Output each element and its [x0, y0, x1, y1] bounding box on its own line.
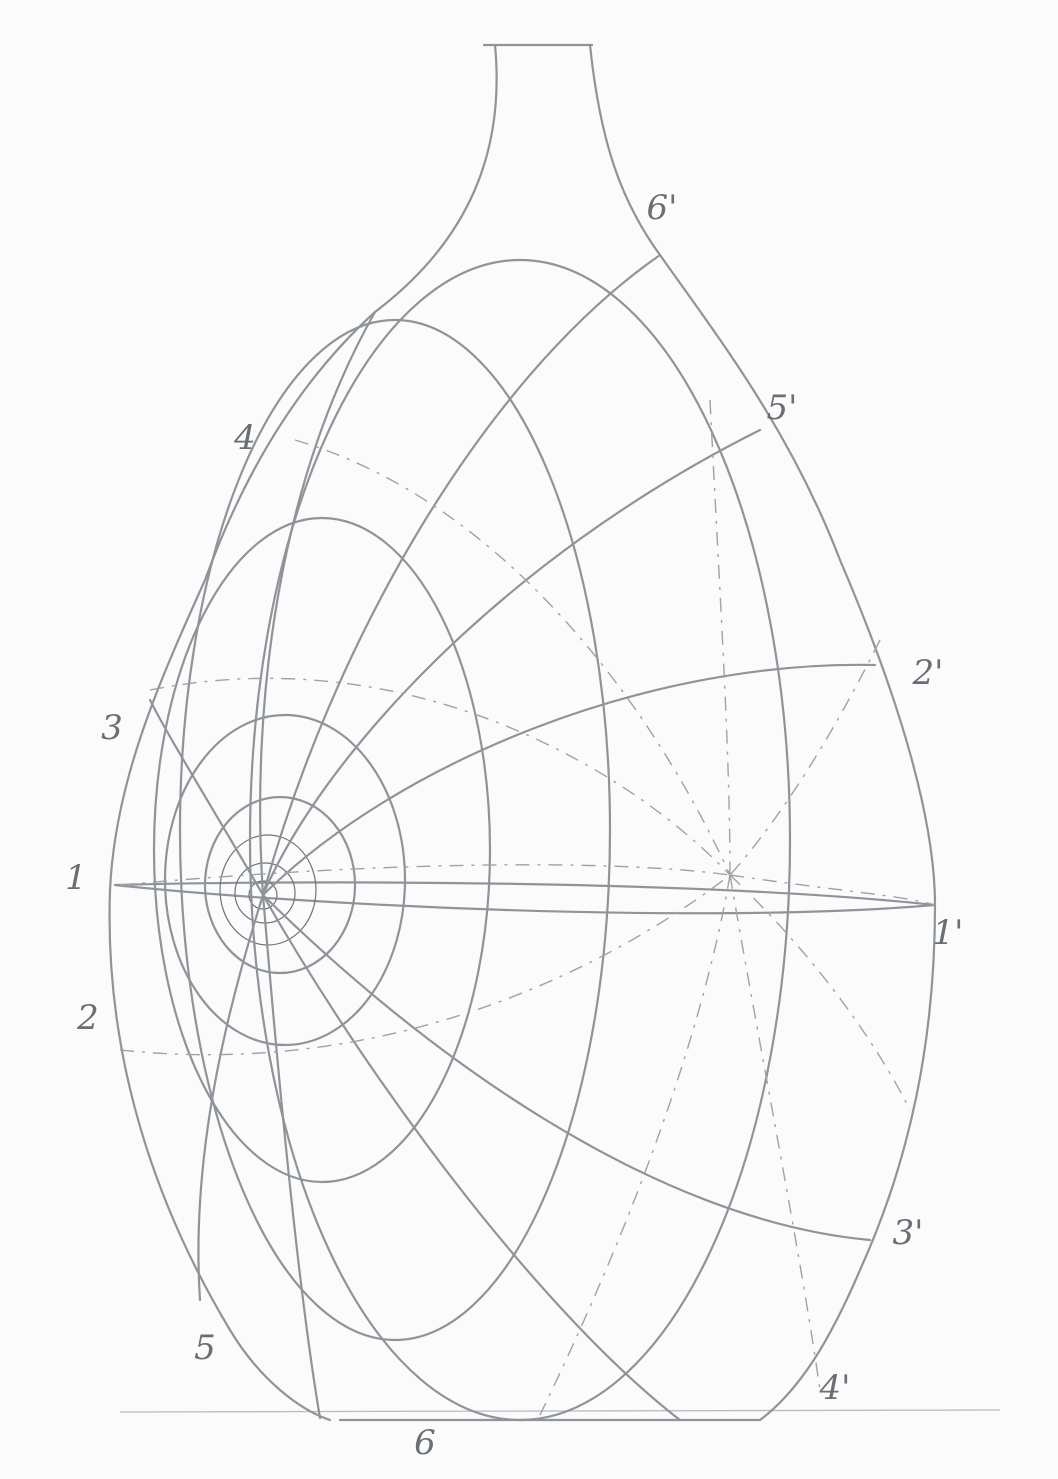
vase-left-outline — [108, 43, 498, 1422]
hidden-line — [294, 439, 731, 876]
ring — [203, 795, 357, 975]
pole-rings — [152, 258, 792, 1422]
meridian — [261, 428, 762, 897]
label: 1 — [65, 858, 87, 898]
ring — [152, 516, 492, 1184]
hidden-line — [729, 639, 881, 876]
label: 4 — [233, 418, 256, 458]
meridian — [261, 893, 682, 1422]
meridian — [261, 893, 322, 1420]
label: 2 — [76, 998, 99, 1038]
label: 2' — [912, 653, 944, 693]
hidden-line — [729, 874, 936, 906]
vase-right-outline — [588, 43, 937, 1422]
meridians — [148, 253, 877, 1422]
meridian — [148, 698, 265, 897]
hidden-line — [709, 399, 731, 876]
ground-line — [119, 1409, 1001, 1413]
hidden-line — [729, 874, 821, 1391]
label: 1' — [933, 913, 964, 953]
hidden-line — [119, 874, 731, 1056]
hidden-line — [539, 874, 731, 1416]
meridian — [261, 253, 662, 897]
ring — [178, 318, 612, 1342]
ring — [248, 258, 792, 1422]
hidden-line — [119, 864, 731, 886]
hidden-line — [149, 677, 731, 876]
label: 5 — [194, 1328, 216, 1368]
label: 4' — [819, 1368, 851, 1408]
ring — [163, 713, 407, 1047]
meridian — [261, 893, 872, 1242]
meridian — [261, 663, 877, 897]
hidden-lines — [119, 399, 936, 1416]
label: 6 — [414, 1423, 436, 1463]
label: 3' — [893, 1213, 924, 1253]
hidden-line — [729, 874, 911, 1111]
label: 5' — [767, 388, 798, 428]
label: 6' — [647, 188, 678, 228]
label: 3 — [101, 708, 123, 748]
meridian — [259, 310, 377, 897]
meridian — [197, 893, 265, 1302]
